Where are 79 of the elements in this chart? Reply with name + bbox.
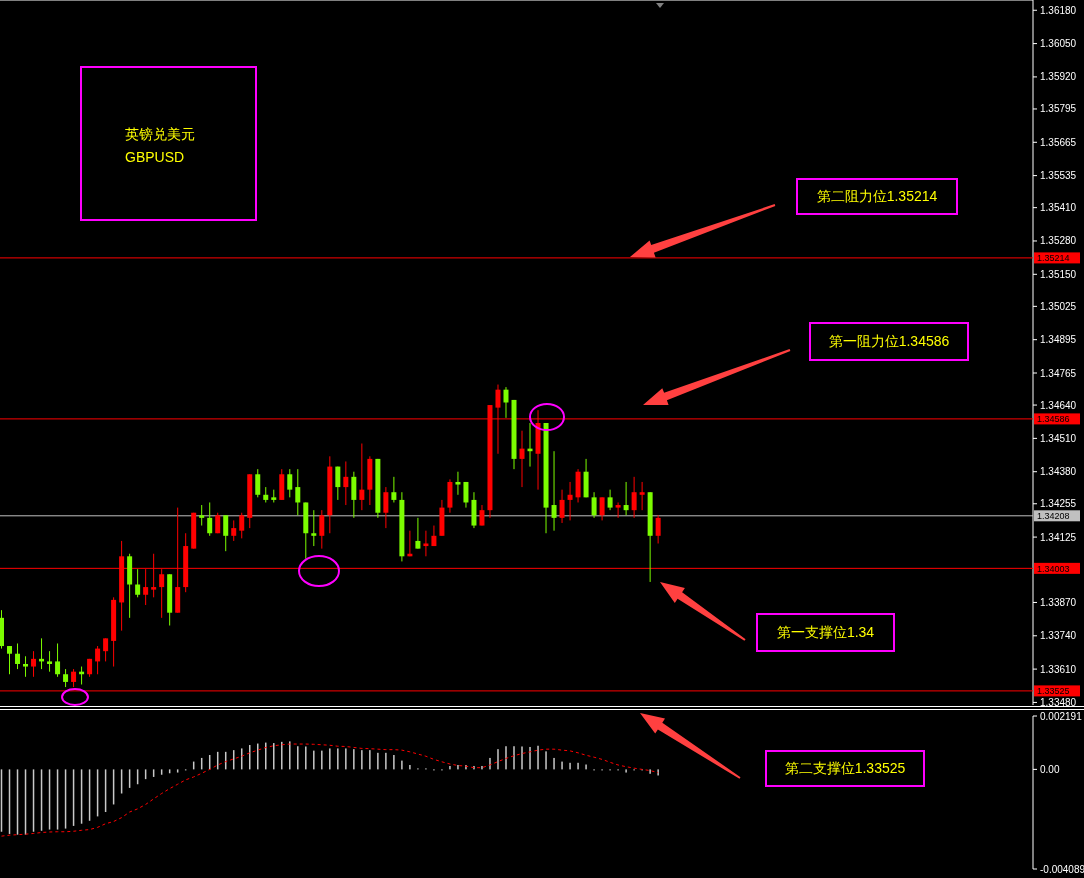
y-tick-label: 1.34640 [1040,399,1077,411]
candlestick [319,509,325,550]
y-tick-label: 0.002191 [1040,710,1083,722]
candlestick [383,486,389,529]
candlestick [415,517,421,550]
candlestick [135,568,141,598]
candlestick [591,491,597,519]
annotation: 第二阻力位1.35214 [816,188,938,205]
ref-line-label: 1.34208 [1037,510,1070,521]
y-tick-label: -0.004089 [1040,863,1084,875]
ref-line-label: 1.35214 [1037,253,1070,264]
candlestick [599,496,605,521]
y-tick-label: 1.35665 [1040,136,1077,148]
candlestick [551,450,557,532]
candlestick [23,655,29,678]
y-tick-label: 1.36180 [1040,4,1077,16]
candlestick [463,481,469,509]
ref-line-label: 1.33525 [1037,686,1070,697]
line-series [1,743,659,837]
candlestick [31,650,37,678]
y-tick-label: 1.34765 [1040,367,1077,379]
y-tick-label: 1.33740 [1040,630,1077,642]
candlestick [103,637,109,662]
y-tick-label: 1.35535 [1040,170,1077,182]
candlestick [351,471,357,519]
candlestick [207,501,213,537]
candlestick [199,504,205,527]
candlestick [519,430,525,488]
annotation: 第一阻力位1.34586 [828,333,950,350]
candlestick [503,386,509,419]
candlestick [639,481,645,511]
y-tick-label: 1.34895 [1040,334,1077,346]
y-tick-label: 1.35280 [1040,235,1077,247]
candlestick [255,468,261,498]
candlestick [359,443,365,511]
candlestick [423,530,429,557]
candlestick [455,471,461,496]
y-tick-label: 1.34125 [1040,531,1077,543]
candlestick [15,642,21,670]
candlestick [607,489,613,511]
candlestick [479,504,485,527]
candlestick [311,509,317,547]
candlestick [295,468,301,516]
y-tick-label: 1.34255 [1040,498,1077,510]
y-tick-label: 1.33480 [1040,696,1077,708]
candlestick [391,476,397,503]
y-tick-label: 1.34510 [1040,432,1077,444]
y-tick-label: 1.35410 [1040,202,1077,214]
candlestick [615,501,621,519]
candlestick [223,514,229,552]
candlestick [655,514,661,544]
annotation: 第二支撑位1.33525 [784,760,906,777]
candlestick [567,481,573,521]
y-tick-label: 1.33870 [1040,596,1077,608]
text: 英镑兑美元 [125,126,195,142]
y-tick-label: 1.36050 [1040,38,1077,50]
text: GBPUSD [125,149,185,165]
annotation: 第一支撑位1.34 [776,624,875,641]
ref-line-label: 1.34586 [1037,414,1070,425]
candlestick [47,650,53,673]
y-tick-label: 1.35150 [1040,268,1077,280]
candlestick [239,512,245,539]
candlestick [343,460,349,506]
candlestick [287,468,293,498]
y-tick-label: 1.35795 [1040,103,1077,115]
y-tick-label: 1.35025 [1040,300,1077,312]
y-tick-label: 1.33610 [1040,663,1077,675]
candlestick [7,645,13,675]
candlestick [631,476,637,519]
candlestick [231,519,237,542]
ref-line-label: 1.34003 [1037,563,1070,574]
candlestick [95,645,101,675]
y-tick-label: 1.34380 [1040,466,1077,478]
candlestick [335,466,341,501]
y-tick-label: 0.00 [1040,763,1060,775]
candlestick [559,489,565,524]
candlestick [623,481,629,516]
candlestick [55,642,61,678]
y-tick-label: 1.35920 [1040,71,1077,83]
